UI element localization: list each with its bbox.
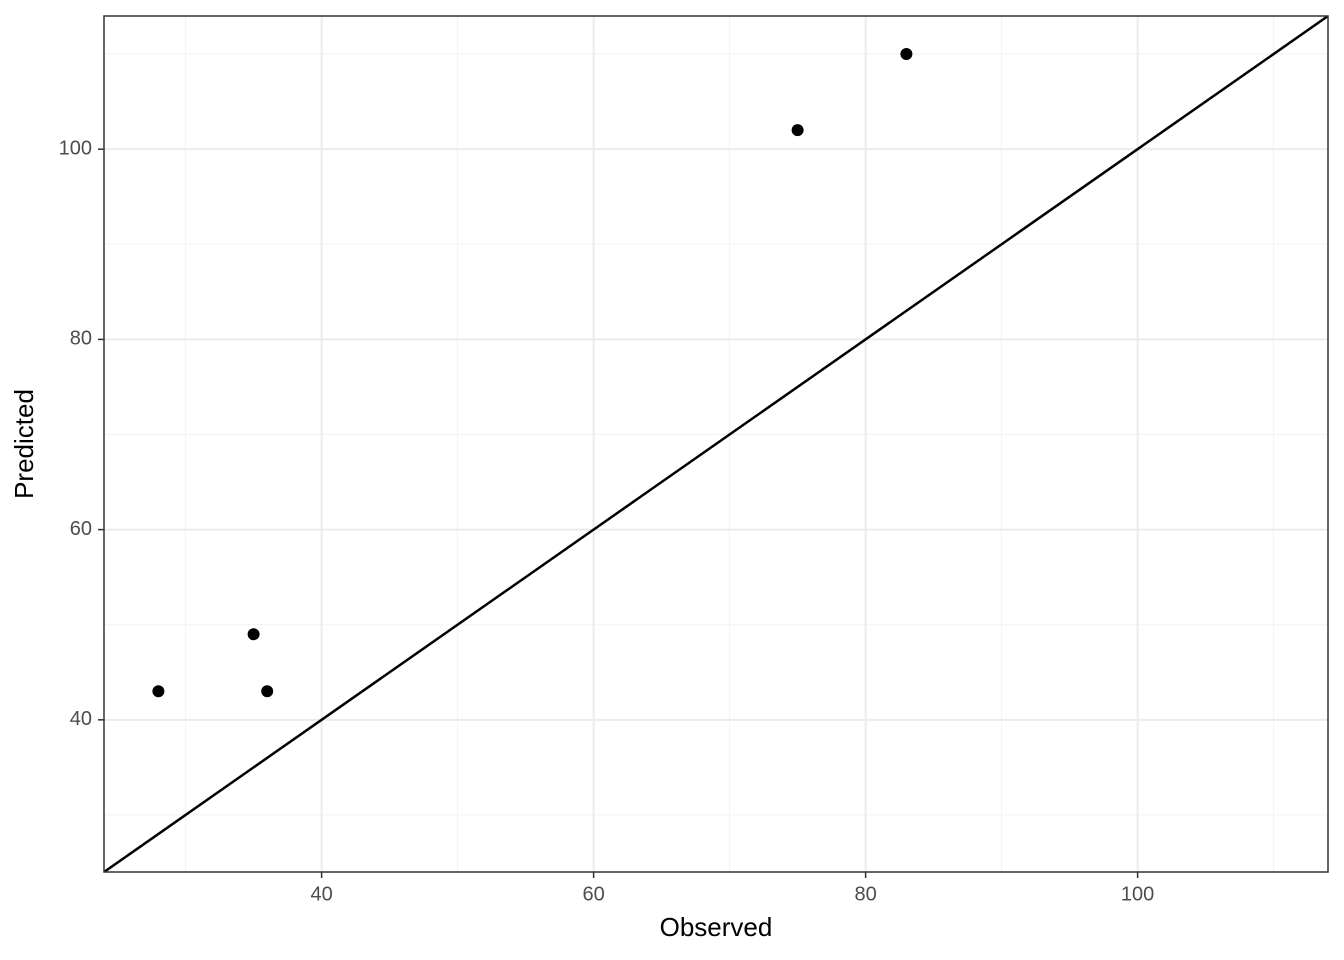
point: [900, 48, 913, 61]
point: [247, 628, 260, 641]
point: [152, 685, 165, 698]
reference-line: [104, 16, 1328, 872]
y-tick-label: 60: [70, 518, 92, 540]
x-tick-label: 80: [854, 883, 876, 905]
x-tick-label: 40: [310, 883, 332, 905]
y-tick-label: 40: [70, 708, 92, 730]
y-axis-title: Predicted: [9, 389, 39, 499]
x-axis-title: Observed: [660, 912, 773, 942]
y-tick-label: 100: [59, 137, 92, 159]
panel-border: [103, 15, 1329, 873]
x-tick-label: 60: [582, 883, 604, 905]
y-tick-label: 80: [70, 328, 92, 350]
x-tick-label: 100: [1121, 883, 1154, 905]
point: [261, 685, 274, 698]
point: [791, 124, 804, 137]
